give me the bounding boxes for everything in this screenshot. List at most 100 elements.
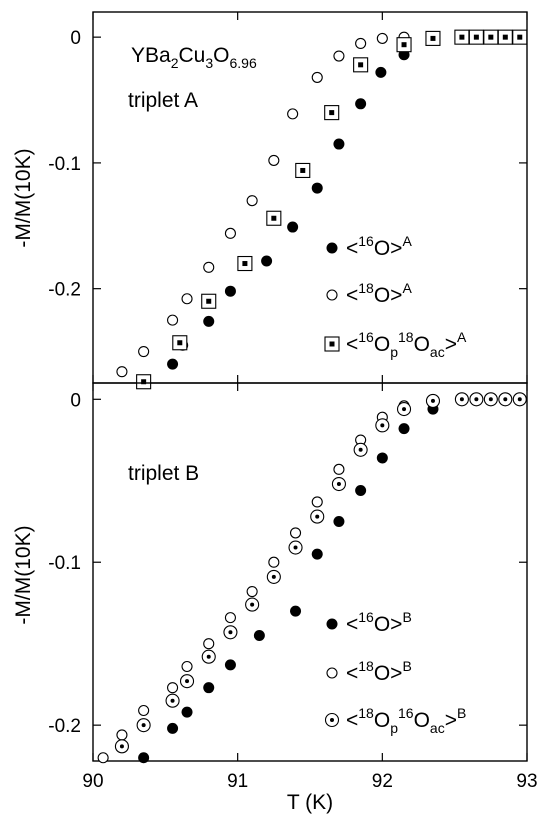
data-point-filled-circle	[311, 548, 323, 560]
data-point-open-circle	[203, 638, 215, 650]
legend-marker-dotted-circle-center	[330, 718, 334, 722]
data-point-filled-circle	[253, 630, 265, 642]
data-point-dotted-square	[295, 162, 311, 179]
data-point-filled-circle	[355, 485, 367, 497]
data-point-open-circle	[138, 704, 150, 717]
data-point-filled-circle	[333, 515, 345, 527]
data-point-open-circle	[167, 682, 179, 694]
data-point-open-circle	[311, 71, 323, 83]
data-point-dotted-circle	[483, 392, 498, 407]
panel-triplet-a: 0 -0.1 -0.2 YBa2Cu3O6.96 triplet A <16O>A …	[12, 11, 528, 390]
data-point-dotted-circle	[266, 569, 281, 584]
panel-a-ticks: 0 -0.1 -0.2	[48, 12, 528, 383]
data-point-dotted-circle	[396, 402, 412, 417]
data-point-open-circle	[268, 556, 280, 568]
panel-b-ticks: 0 -0.1 -0.2 90 91 92 93	[48, 383, 538, 792]
data-point-dotted-circle	[512, 392, 527, 407]
panel-b-frame	[92, 382, 528, 762]
y-tick-label: -0.1	[48, 553, 81, 574]
legend-marker-dotted-square-center	[329, 341, 335, 347]
data-point-open-circle	[116, 366, 128, 378]
data-point-dotted-circle	[353, 442, 368, 457]
data-point-dotted-square	[201, 293, 217, 309]
data-point-filled-circle	[203, 682, 215, 694]
panel-b-points	[97, 392, 527, 764]
legend-marker-filled-circle	[326, 242, 338, 254]
x-tick-label: 93	[516, 771, 537, 792]
data-point-dotted-square	[396, 37, 412, 53]
x-tick-label: 90	[82, 771, 103, 792]
data-point-dotted-circle	[310, 509, 325, 524]
data-point-open-circle	[268, 154, 280, 166]
data-point-dotted-circle	[454, 392, 469, 407]
legend-marker-filled-circle	[326, 618, 338, 630]
data-point-dotted-square	[266, 210, 282, 226]
data-point-dotted-circle	[201, 649, 216, 664]
data-point-open-circle	[311, 496, 323, 508]
formula-annotation: YBa2Cu3O6.96	[131, 44, 257, 71]
data-point-dotted-circle	[469, 392, 484, 407]
legend-item-16o-a: <16O>A	[326, 233, 412, 260]
data-point-open-circle	[333, 50, 345, 62]
panel-b-ylabel: -M/M(10K)	[12, 525, 35, 624]
data-point-filled-circle	[290, 605, 302, 617]
data-point-open-circle	[203, 261, 215, 273]
legend-marker-open-circle	[326, 667, 338, 679]
legend-item-16o-b: <16O>B	[326, 609, 412, 636]
data-point-filled-circle	[355, 98, 367, 110]
data-point-dotted-circle	[165, 693, 180, 708]
x-tick-label: 92	[372, 771, 393, 792]
panel-a-ylabel: -M/M(10K)	[12, 148, 35, 247]
legend-item-18o-b: <18O>B	[326, 658, 412, 685]
panel-triplet-b: 0 -0.1 -0.2 90 91 92 93 triplet B <16O>B <18O>…	[12, 382, 538, 814]
data-point-dotted-circle	[331, 476, 346, 492]
y-tick-label: -0.1	[48, 154, 81, 175]
data-point-dotted-square	[454, 29, 470, 45]
legend-label-18op16oac-b: <18Op16Oac>B	[346, 705, 466, 736]
panel-b-legend: <16O>B <18O>B <18Op16Oac>B	[324, 609, 466, 736]
data-point-dotted-square	[136, 374, 152, 390]
data-point-filled-circle	[398, 423, 410, 435]
y-tick-label: 0	[70, 28, 81, 49]
data-point-dotted-square	[497, 29, 513, 45]
data-point-open-circle	[289, 527, 302, 539]
y-tick-label: -0.2	[48, 716, 81, 737]
data-point-open-circle	[181, 293, 193, 305]
data-point-open-circle	[167, 314, 179, 326]
data-point-dotted-square	[512, 29, 528, 45]
data-point-filled-circle	[311, 182, 323, 194]
y-tick-label: -0.2	[48, 280, 81, 301]
data-point-filled-circle	[167, 722, 179, 734]
data-point-filled-circle	[203, 315, 215, 327]
data-point-filled-circle	[261, 255, 273, 267]
data-point-open-circle	[97, 752, 109, 764]
data-point-dotted-circle	[375, 418, 390, 433]
data-point-filled-circle	[181, 706, 193, 718]
panel-a-label: triplet A	[128, 89, 198, 112]
data-point-filled-circle	[333, 138, 345, 150]
legend-label-16o-a: <16O>A	[346, 233, 412, 260]
data-point-open-circle	[246, 195, 258, 207]
data-point-dotted-circle	[288, 540, 303, 555]
panel-a-points	[116, 29, 528, 390]
legend-label-18o-b: <18O>B	[346, 658, 412, 685]
legend-item-16op18oac-a: <16Op18Oac>A	[324, 329, 467, 360]
data-point-open-circle	[246, 586, 258, 598]
data-point-filled-circle	[376, 452, 388, 464]
data-point-open-circle	[224, 612, 236, 624]
legend-label-16o-b: <16O>B	[346, 609, 412, 636]
data-point-open-circle	[287, 108, 299, 120]
panel-a-legend: <16O>A <18O>A <16Op18Oac>A	[324, 233, 467, 360]
data-point-filled-circle	[287, 221, 299, 233]
data-point-dotted-square	[324, 105, 340, 121]
data-point-dotted-circle	[179, 674, 195, 689]
x-axis-title: T (K)	[287, 791, 333, 814]
data-point-filled-circle	[375, 66, 387, 78]
data-point-dotted-square	[172, 335, 188, 351]
data-point-open-circle	[333, 463, 345, 475]
data-point-open-circle	[224, 227, 236, 239]
data-point-dotted-circle	[245, 597, 260, 612]
legend-label-18o-a: <18O>A	[346, 280, 412, 307]
data-point-dotted-circle	[223, 625, 238, 640]
